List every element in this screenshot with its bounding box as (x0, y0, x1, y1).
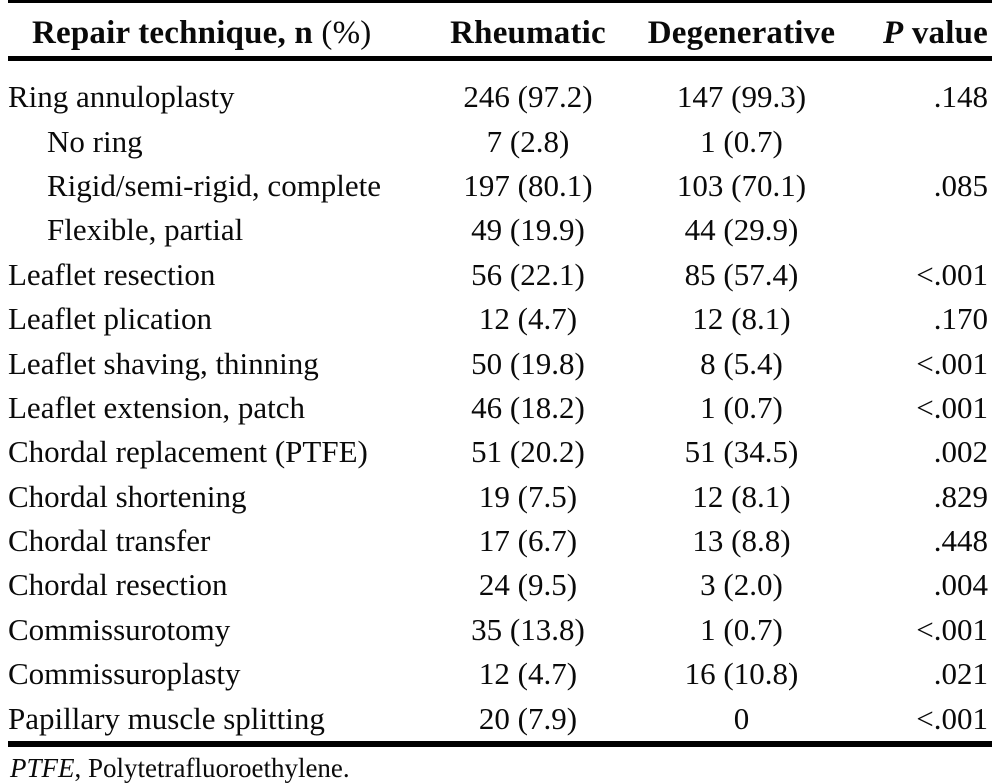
table-row: Commissuroplasty 12 (4.7) 16 (10.8) .021 (8, 652, 992, 696)
header-technique-unit: (%) (321, 15, 372, 51)
degenerative-value: 16 (10.8) (684, 656, 799, 692)
table-body: Ring annuloplasty 246 (97.2) 147 (99.3) .14… (8, 61, 992, 741)
p-value: .448 (933, 523, 988, 559)
rheumatic-value: 35 (13.8) (471, 611, 585, 647)
table-header-row: Repair technique, n (%) Rheumatic Degene… (8, 3, 992, 56)
row-label: Leaflet plication (8, 301, 212, 337)
degenerative-value: 51 (34.5) (684, 434, 799, 470)
row-label: Rigid/semi-rigid, complete (47, 167, 382, 203)
p-value: <.001 (916, 389, 988, 425)
rheumatic-value: 24 (9.5) (478, 567, 578, 603)
p-value: <.001 (916, 611, 988, 647)
degenerative-value: 103 (70.1) (676, 167, 807, 203)
degenerative-value: 0 (733, 700, 750, 736)
p-value: .002 (933, 434, 988, 470)
degenerative-value: 12 (8.1) (692, 301, 791, 337)
table-row: Ring annuloplasty 246 (97.2) 147 (99.3) .14… (8, 75, 992, 119)
p-value: .021 (933, 656, 988, 692)
p-value-italic-p: P (883, 15, 904, 51)
p-value: .004 (933, 567, 988, 603)
rheumatic-value: 49 (19.9) (471, 212, 585, 248)
column-header-repair-technique: Repair technique, n (%) (8, 15, 433, 52)
degenerative-value: 1 (0.7) (700, 123, 783, 159)
degenerative-value: 3 (2.0) (700, 567, 783, 603)
rheumatic-value: 19 (7.5) (478, 478, 578, 514)
column-header-degenerative: Degenerative (647, 15, 836, 51)
row-label: Leaflet shaving, thinning (8, 345, 319, 381)
rheumatic-value: 12 (4.7) (478, 301, 578, 337)
rheumatic-value: 246 (97.2) (463, 79, 593, 115)
degenerative-value: 44 (29.9) (684, 212, 799, 248)
rheumatic-value: 51 (20.2) (471, 434, 585, 470)
table-row: Flexible, partial 49 (19.9) 44 (29.9) (8, 208, 992, 252)
row-label: Commissuroplasty (8, 656, 241, 692)
table-row: Leaflet shaving, thinning 50 (19.8) 8 (5.4… (8, 341, 992, 385)
row-label: Ring annuloplasty (8, 79, 235, 115)
column-header-rheumatic: Rheumatic (450, 15, 606, 51)
row-label: Papillary muscle splitting (8, 700, 325, 736)
rheumatic-value: 12 (4.7) (478, 656, 578, 692)
table-top-rule (8, 0, 992, 3)
header-technique-label: Repair technique, n (32, 15, 322, 51)
footnote-expansion: , Polytetrafluoroethylene. (74, 752, 350, 783)
table-row: No ring 7 (2.8) 1 (0.7) (8, 119, 992, 163)
degenerative-value: 1 (0.7) (700, 611, 783, 647)
row-label: Chordal shortening (8, 478, 247, 514)
table-row: Leaflet plication 12 (4.7) 12 (8.1) .170 (8, 297, 992, 341)
table-header-rule (8, 56, 992, 61)
rheumatic-value: 17 (6.7) (478, 523, 578, 559)
table-row: Chordal resection 24 (9.5) 3 (2.0) .004 (8, 563, 992, 607)
p-value: .829 (933, 478, 988, 514)
p-value: .085 (933, 167, 988, 203)
p-value: .170 (933, 301, 988, 337)
table-row: Commissurotomy 35 (13.8) 1 (0.7) <.001 (8, 608, 992, 652)
rheumatic-value: 7 (2.8) (486, 123, 570, 159)
row-label: Commissurotomy (8, 611, 231, 647)
table-row: Chordal transfer 17 (6.7) 13 (8.8) .448 (8, 519, 992, 563)
row-label: Chordal transfer (8, 523, 211, 559)
degenerative-value: 147 (99.3) (676, 79, 807, 115)
table-bottom-rule (8, 740, 992, 747)
rheumatic-value: 50 (19.8) (471, 345, 585, 381)
table-row: Papillary muscle splitting 20 (7.9) 0 <.001 (8, 696, 992, 740)
degenerative-value: 12 (8.1) (692, 478, 791, 514)
p-value-rest: value (903, 15, 988, 51)
p-value: <.001 (916, 256, 988, 292)
row-label: Flexible, partial (47, 212, 244, 248)
degenerative-value: 85 (57.4) (684, 256, 799, 292)
rheumatic-value: 56 (22.1) (471, 256, 585, 292)
rheumatic-value: 20 (7.9) (478, 700, 578, 736)
table-row: Chordal shortening 19 (7.5) 12 (8.1) .829 (8, 475, 992, 519)
table-row: Rigid/semi-rigid, complete 197 (80.1) 103 … (8, 164, 992, 208)
row-label: Leaflet extension, patch (8, 389, 305, 425)
degenerative-value: 1 (0.7) (700, 389, 783, 425)
row-label: Chordal replacement (PTFE) (8, 434, 368, 470)
row-label: Leaflet resection (8, 256, 216, 292)
rheumatic-value: 197 (80.1) (463, 167, 593, 203)
footnote-abbreviation: PTFE (10, 752, 75, 783)
p-value: <.001 (916, 700, 988, 736)
p-value: .148 (933, 79, 988, 115)
table-row: Chordal replacement (PTFE) 51 (20.2) 51 (3… (8, 430, 992, 474)
table-row: Leaflet resection 56 (22.1) 85 (57.4) <.001 (8, 253, 992, 297)
row-label: No ring (47, 123, 143, 159)
rheumatic-value: 46 (18.2) (471, 389, 585, 425)
table-footnote: PTFE, Polytetrafluoroethylene. (8, 753, 992, 784)
row-label: Chordal resection (8, 567, 228, 603)
degenerative-value: 13 (8.8) (692, 523, 791, 559)
repair-technique-table: Repair technique, n (%) Rheumatic Degene… (8, 0, 992, 784)
table-row: Leaflet extension, patch 46 (18.2) 1 (0.7)… (8, 386, 992, 430)
degenerative-value: 8 (5.4) (700, 345, 783, 381)
p-value: <.001 (916, 345, 988, 381)
column-header-p-value: P value (860, 15, 992, 52)
